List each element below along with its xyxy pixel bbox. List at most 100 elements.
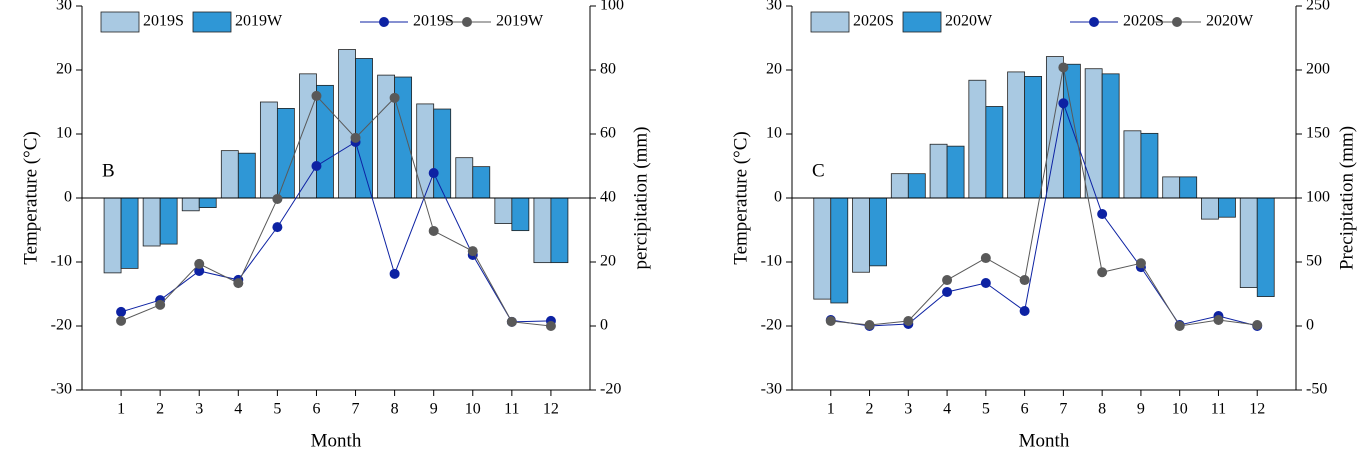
line: [830, 67, 1258, 327]
bar: [1256, 197, 1275, 297]
point: [1058, 98, 1069, 109]
point: [1213, 314, 1224, 325]
point: [864, 319, 875, 330]
point: [1019, 306, 1030, 317]
y2-axis-label: Precipitation (mm): [1336, 126, 1357, 270]
point: [942, 286, 953, 297]
x-tick-label: 9: [1137, 401, 1145, 418]
bar: [142, 197, 161, 247]
legend-swatch: [810, 11, 850, 33]
y2-tick-label: 200: [1306, 61, 1330, 78]
x-tick-label: 12: [1249, 401, 1265, 418]
bar: [416, 103, 435, 199]
y-tick-label: -10: [761, 253, 782, 270]
point: [1135, 258, 1146, 269]
point: [1174, 321, 1185, 331]
y-tick-label: -10: [51, 253, 72, 270]
point: [311, 161, 322, 171]
y2-tick-label: 0: [600, 317, 608, 334]
y-tick-label: 10: [766, 125, 782, 142]
x-tick-label: 8: [1098, 401, 1106, 418]
point: [389, 268, 400, 279]
line: [830, 101, 1258, 327]
y2-tick-label: 80: [600, 61, 616, 78]
x-tick-label: 7: [352, 401, 360, 418]
point: [903, 316, 914, 327]
bar: [494, 197, 513, 225]
bar: [511, 197, 530, 232]
x-tick-label: 6: [1021, 401, 1029, 418]
point: [545, 321, 556, 331]
point: [428, 168, 439, 179]
point: [980, 253, 991, 264]
y2-tick-label: 100: [600, 0, 624, 14]
bar: [890, 173, 909, 199]
y-tick-label: -20: [51, 317, 72, 334]
bar: [830, 197, 849, 304]
y2-tick-label: 100: [1306, 189, 1330, 206]
x-tick-label: 12: [543, 401, 559, 418]
bar: [472, 166, 491, 199]
point: [467, 246, 478, 257]
bar: [946, 145, 965, 199]
bar: [276, 108, 295, 199]
y-tick-label: 0: [774, 189, 782, 206]
legend-label: 2019W: [235, 13, 283, 30]
bar: [181, 197, 200, 212]
x-tick-label: 2: [156, 401, 164, 418]
y-axis-label: Temperature (°C): [730, 131, 751, 264]
x-tick-label: 2: [866, 401, 874, 418]
x-axis-label: Month: [1019, 430, 1070, 450]
bar: [1045, 56, 1064, 199]
bar: [907, 173, 926, 199]
y-tick-label: 20: [766, 61, 782, 78]
legend-swatch: [902, 11, 942, 33]
y2-tick-label: -20: [600, 381, 621, 398]
bar: [1162, 176, 1181, 199]
legend-label: 2019W: [496, 13, 544, 30]
point: [506, 316, 517, 327]
bar: [1179, 176, 1198, 199]
x-tick-label: 7: [1059, 401, 1067, 418]
bar: [338, 49, 356, 199]
point: [1097, 209, 1108, 219]
point: [1252, 319, 1263, 330]
point: [233, 278, 244, 289]
point: [389, 92, 400, 103]
bar: [433, 108, 452, 199]
y-tick-label: 30: [56, 0, 72, 14]
bar: [198, 197, 217, 209]
point: [272, 222, 283, 233]
y-tick-label: 20: [56, 61, 72, 78]
y2-tick-label: -50: [1306, 381, 1327, 398]
line: [120, 94, 551, 327]
point: [980, 277, 991, 288]
y2-tick-label: 50: [1306, 253, 1322, 270]
bar: [1101, 73, 1120, 199]
bar: [929, 143, 948, 199]
bar: [1239, 197, 1258, 288]
bar: [1123, 130, 1142, 199]
panel-label: C: [812, 160, 825, 181]
x-tick-label: 11: [1211, 401, 1226, 418]
y-tick-label: 0: [64, 189, 72, 206]
x-tick-label: 11: [504, 401, 519, 418]
y-tick-label: -20: [761, 317, 782, 334]
bar: [985, 106, 1004, 199]
point: [272, 193, 283, 204]
bar: [869, 197, 887, 267]
bar: [1140, 132, 1159, 199]
y2-tick-label: 0: [1306, 317, 1314, 334]
y2-axis-label: percipitation (mm): [630, 127, 651, 270]
bar: [852, 197, 870, 273]
point: [942, 275, 953, 286]
bar: [1062, 63, 1081, 199]
point: [428, 225, 439, 236]
bar: [220, 150, 239, 199]
point: [825, 316, 836, 327]
legend-label: 2020S: [853, 13, 894, 30]
point: [116, 315, 127, 326]
